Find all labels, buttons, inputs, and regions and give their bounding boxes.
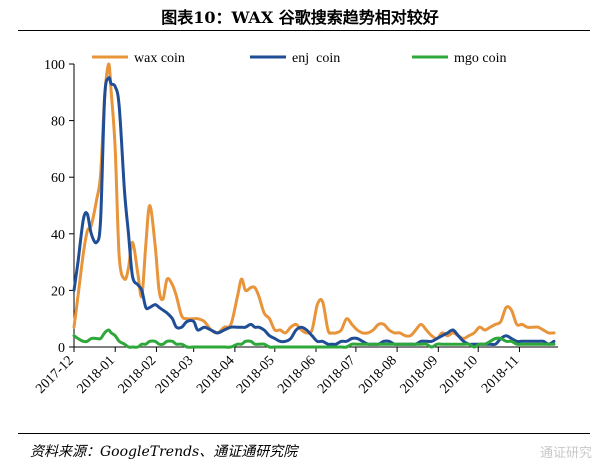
x-tick-label: 2018-04	[194, 353, 238, 397]
series-line-enj	[72, 76, 556, 347]
y-tick-label: 0	[58, 341, 65, 356]
x-axis-ticks: 2017-122018-012018-022018-032018-042018-…	[33, 347, 522, 397]
x-tick-label: 2018-02	[116, 353, 160, 397]
y-tick-label: 40	[51, 228, 65, 243]
chart-legend: wax coin enj coin mgo coin	[92, 51, 507, 66]
x-tick-label: 2018-07	[315, 353, 359, 397]
x-tick-label: 2018-06	[275, 353, 319, 397]
legend-label: mgo coin	[454, 51, 507, 66]
x-tick-label: 2018-08	[356, 353, 400, 397]
x-tick-label: 2018-11	[479, 353, 522, 396]
x-tick-label: 2018-10	[437, 353, 481, 397]
x-tick-label: 2018-03	[153, 353, 197, 397]
x-tick-label: 2018-05	[234, 353, 278, 397]
source-note: 资料来源：GoogleTrends、通证通研究院	[30, 444, 298, 460]
source-rule	[18, 433, 590, 434]
legend-label: wax coin	[134, 51, 185, 66]
figure-title: 图表10：WAX 谷歌搜索趋势相对较好	[161, 8, 439, 27]
x-tick-label: 2018-01	[74, 353, 118, 397]
series-line-wax	[72, 62, 556, 341]
y-tick-label: 80	[51, 115, 65, 130]
y-tick-label: 100	[44, 58, 65, 73]
y-tick-label: 20	[51, 284, 65, 299]
series-line-mgo	[72, 328, 556, 349]
y-tick-label: 60	[51, 171, 65, 186]
y-axis-ticks: 0 20 40 60 80 100	[44, 58, 74, 356]
legend-label: enj coin	[292, 51, 340, 66]
title-rule	[18, 30, 590, 31]
x-tick-label: 2017-12	[33, 353, 77, 397]
watermark-logo: 通证研究	[539, 446, 592, 461]
x-tick-label: 2018-09	[398, 353, 442, 397]
series-lines	[72, 62, 556, 349]
